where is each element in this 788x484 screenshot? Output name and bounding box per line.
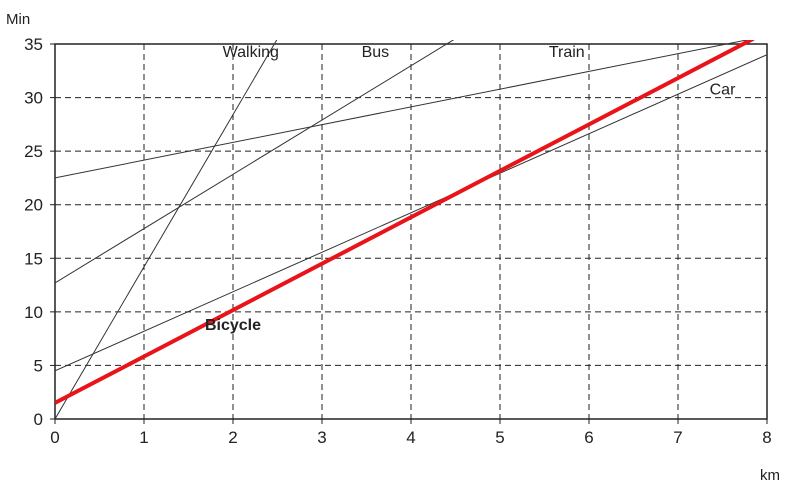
x-tick-label: 2 — [228, 428, 237, 447]
series-lines — [55, 40, 767, 419]
labels: 0 1 2 3 4 5 6 7 8 0 5 10 15 20 25 30 35 Walking Bus Train Ca… — [24, 35, 772, 447]
x-tick-label: 7 — [673, 428, 682, 447]
grid — [55, 44, 767, 419]
x-axis-label: km — [760, 467, 780, 484]
series-label-car: Car — [710, 81, 736, 98]
y-tick-label: 20 — [24, 196, 43, 215]
x-tick-label: 4 — [406, 428, 415, 447]
y-tick-label: 25 — [24, 142, 43, 161]
series-line-car — [55, 54, 767, 372]
y-tick-label: 35 — [24, 35, 43, 54]
y-tick-label: 10 — [24, 303, 43, 322]
series-line-train — [55, 40, 750, 179]
y-tick-label: 30 — [24, 89, 43, 108]
x-tick-label: 8 — [762, 428, 771, 447]
y-axis-label: Min — [6, 11, 30, 28]
x-tick-label: 6 — [584, 428, 593, 447]
x-tick-label: 3 — [317, 428, 326, 447]
y-tick-label: 0 — [34, 410, 43, 429]
x-tick-label: 0 — [50, 428, 59, 447]
axes — [50, 43, 768, 424]
series-line-bicycle — [55, 40, 755, 405]
series-line-walking — [55, 40, 278, 419]
series-line-bus — [55, 40, 455, 284]
series-label-train: Train — [549, 44, 585, 61]
plot-frame — [54, 43, 768, 420]
series-label-bus: Bus — [362, 44, 390, 61]
series-label-bicycle: Bicycle — [205, 317, 261, 334]
y-tick-label: 5 — [34, 356, 43, 375]
x-tick-label: 5 — [495, 428, 504, 447]
series-label-walking: Walking — [223, 44, 279, 61]
x-tick-label: 1 — [139, 428, 148, 447]
y-tick-label: 15 — [24, 249, 43, 268]
